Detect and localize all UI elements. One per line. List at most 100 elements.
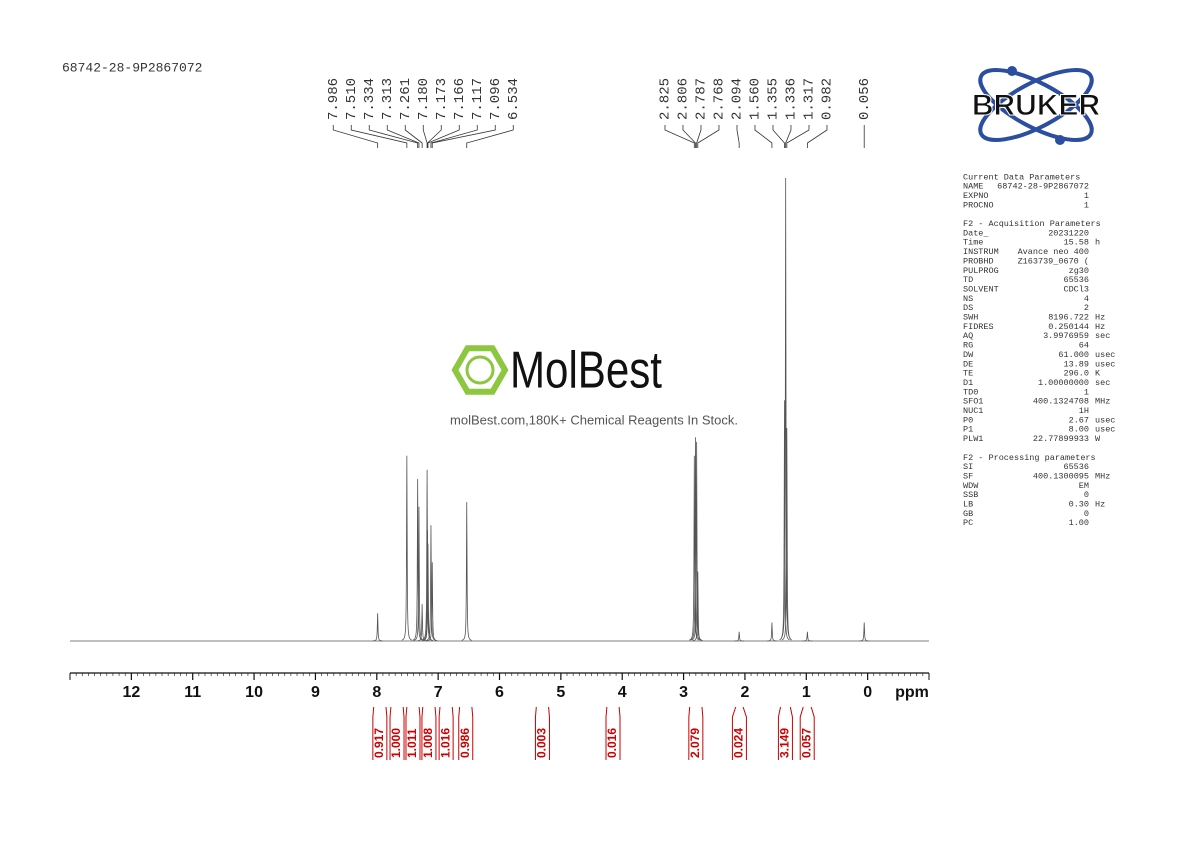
parameter-name: PROBHD [963,256,994,266]
parameter-name: NS [963,294,973,304]
parameter-unit: Hz [1095,322,1105,332]
peak-label: 2.768 [712,78,728,120]
peak-connector [422,125,428,148]
peak-connector [806,125,828,148]
peak-label: 7.096 [488,78,504,120]
x-tick-label: 4 [618,684,627,701]
parameter-name: FIDRES [963,322,994,332]
parameter-name: P1 [963,425,973,435]
parameter-value: 15.58 [1063,238,1089,248]
parameter-value: 20231220 [1048,228,1089,238]
parameter-value: 61.000 [1058,350,1089,360]
parameter-section-title: F2 - Processing parameters [963,453,1096,463]
peak-connector [754,125,773,148]
parameter-name: RG [963,341,973,351]
spectrum-peak [413,506,425,641]
parameter-value: 65536 [1063,275,1089,285]
parameter-value: 65536 [1063,462,1089,472]
peak-label: 2.787 [694,78,710,120]
spectrum-peak [802,631,813,642]
integral-bracket [605,706,621,760]
logo-dot [1055,135,1065,145]
peak-label: 1.317 [802,78,818,120]
peak-connector [427,125,460,148]
parameter-value: 400.1300095 [1033,471,1089,481]
integral-bracket [534,706,550,760]
peak-label: 7.117 [470,78,486,120]
x-tick-label: 5 [556,684,565,701]
parameter-value: 4 [1084,294,1089,304]
x-tick-label: 7 [434,684,443,701]
parameter-unit: sec [1095,331,1110,341]
integral-bracket [777,706,793,760]
parameter-unit: usec [1095,359,1115,369]
x-axis-label: ppm [895,684,929,701]
integral-bracket [799,706,815,760]
parameter-name: SFO1 [963,397,983,407]
spectrum-peak [427,562,438,642]
peak-label: 6.534 [506,78,522,120]
spectrum-peak [859,622,870,642]
parameter-section-title: F2 - Acquisition Parameters [963,219,1101,229]
parameter-value: Avance neo 400 [1018,247,1089,257]
parameter-value: 13.89 [1063,359,1089,369]
logo-dot [1007,66,1017,76]
integral-label: 0.986 [458,728,472,758]
parameter-name: P0 [963,415,973,425]
parameter-name: SWH [963,313,978,323]
parameter-name: PLW1 [963,434,983,444]
parameter-value: 2.67 [1069,415,1089,425]
x-tick-label: 9 [311,684,320,701]
peak-connector [430,125,478,148]
watermark-subtitle: molBest.com,180K+ Chemical Reagents In S… [450,412,738,427]
logo-orbit [978,68,1094,142]
peak-connector [697,125,720,148]
bruker-logo: BRUKER [971,66,1101,145]
peak-label: 1.560 [748,78,764,120]
parameter-name: NUC1 [963,406,983,416]
peak-label: 7.261 [398,78,414,120]
parameter-name: NAME [963,182,983,192]
x-tick-label: 0 [863,684,872,701]
parameter-value: 22.77899933 [1033,434,1089,444]
parameter-name: TD0 [963,387,978,397]
peak-connector [772,125,785,148]
parameter-name: SI [963,462,973,472]
integral-label: 0.057 [799,728,813,758]
x-tick-label: 1 [802,684,811,701]
parameter-unit: h [1095,238,1100,248]
peak-connector [736,125,740,148]
parameter-name: AQ [963,331,973,341]
parameter-name: SOLVENT [963,284,999,294]
integral-bracket [731,706,747,760]
sample-id: 68742-28-9P2867072 [62,60,202,75]
peak-connector [682,125,696,148]
integral-label: 3.149 [778,728,792,758]
spectrum-peak [401,455,412,641]
parameter-value: 400.1324708 [1033,397,1089,407]
peak-connector [785,125,792,148]
parameter-value: 68742-28-9P2867072 [997,182,1089,192]
x-tick-label: 11 [184,684,201,701]
peak-connector [696,125,702,148]
spectrum-peak [690,437,701,641]
parameter-unit: usec [1095,415,1115,425]
peak-label: 7.510 [344,78,360,120]
spectrum-peak [422,543,434,641]
peak-connector [350,125,408,148]
parameter-value: 8196.722 [1048,313,1089,323]
parameter-value: 0 [1084,490,1089,500]
parameter-name: INSTRUM [963,247,999,257]
peak-connector [786,125,810,148]
peak-connector [466,125,514,148]
peak-label: 2.094 [730,78,746,120]
spectrum-peak [692,571,703,642]
integral-bracket [389,706,405,760]
watermark: MolBest molBest.com,180K+ Chemical Reage… [450,342,738,428]
parameter-name: EXPNO [963,191,989,201]
integral-label: 1.000 [389,728,403,758]
peak-connector [431,125,496,148]
parameter-name: TE [963,369,973,379]
